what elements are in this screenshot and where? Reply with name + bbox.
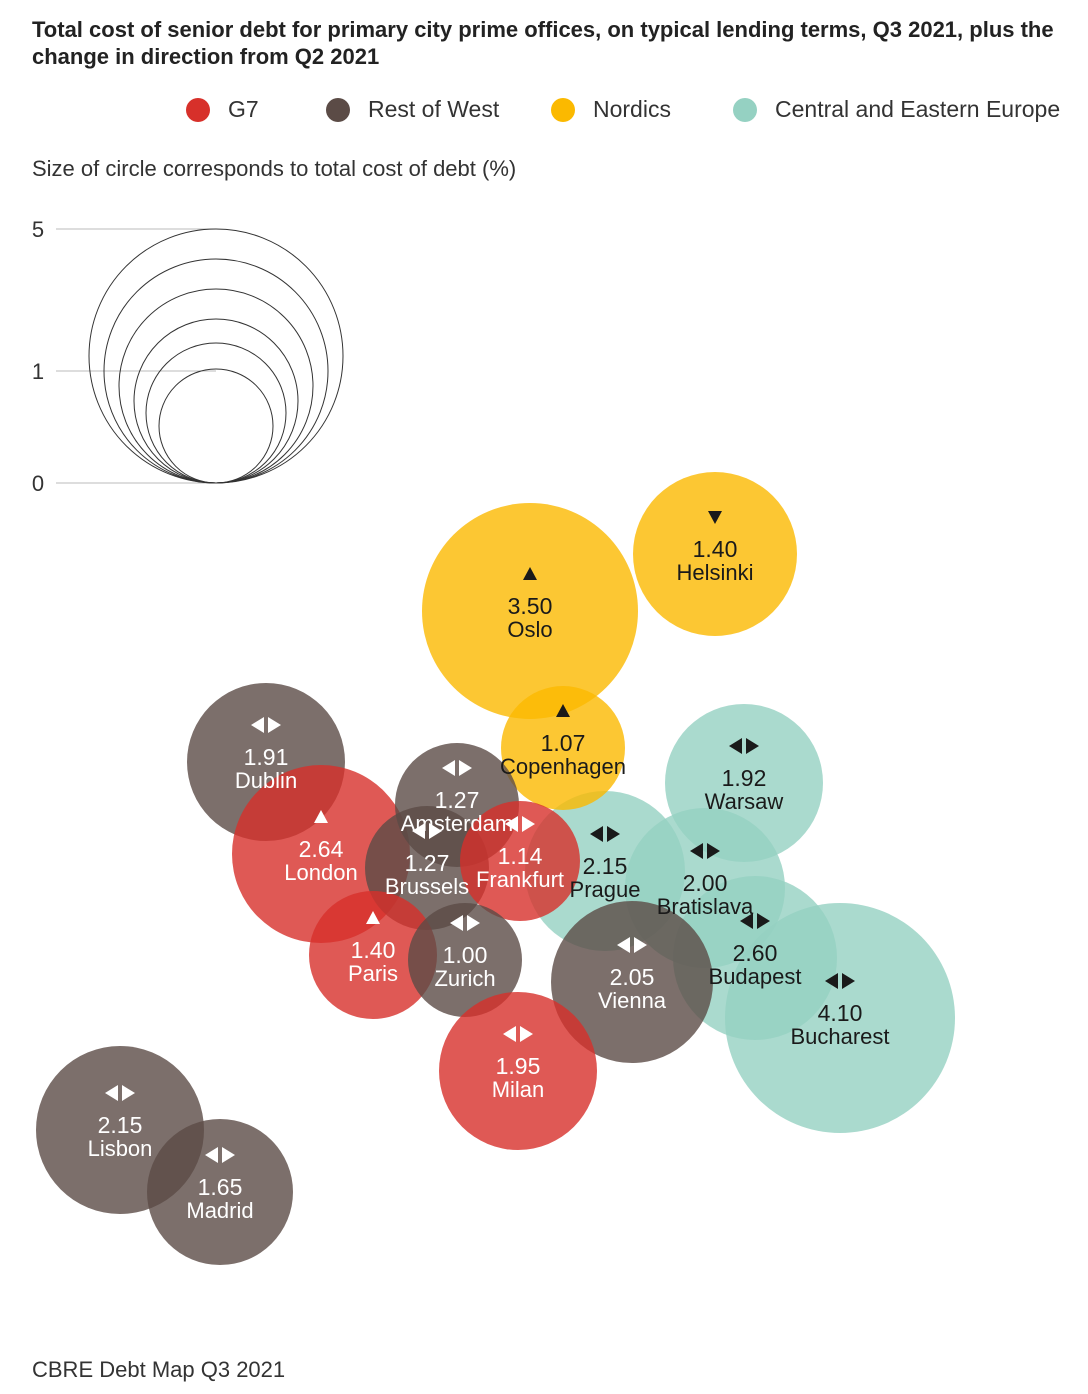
data-label-value: 1.65 <box>198 1174 243 1200</box>
scale-circle <box>145 342 287 484</box>
data-label-value: 2.00 <box>683 870 728 896</box>
arrow-unchanged-icon <box>505 816 535 832</box>
scale-circle <box>133 318 299 484</box>
legend-label: G7 <box>228 96 259 122</box>
legend-label: Rest of West <box>368 96 500 122</box>
data-label-city: Helsinki <box>676 560 753 585</box>
data-label-city: Madrid <box>186 1198 253 1223</box>
arrow-unchanged-icon <box>740 913 770 929</box>
legend-item-nordics: Nordics <box>551 96 671 123</box>
bubble-madrid <box>147 1119 293 1265</box>
data-label-value: 1.95 <box>496 1053 541 1079</box>
arrow-up-icon <box>523 567 537 580</box>
data-label-value: 2.05 <box>610 964 655 990</box>
legend-swatch <box>551 97 575 122</box>
data-label-value: 2.64 <box>299 836 344 862</box>
chart-title: Total cost of senior debt for primary ci… <box>32 17 1054 69</box>
bubble-paris <box>309 891 437 1019</box>
arrow-unchanged-icon <box>442 760 472 776</box>
data-label-city: Prague <box>570 877 641 902</box>
bubble-copenhagen <box>501 686 625 810</box>
data-label-city: London <box>284 860 357 885</box>
data-label-value: 2.15 <box>98 1112 143 1138</box>
arrow-unchanged-icon <box>105 1085 135 1101</box>
arrow-unchanged-icon <box>205 1147 235 1163</box>
bubble-frankfurt <box>460 801 580 921</box>
arrow-unchanged-icon <box>251 717 281 733</box>
bubbles: 3.50Oslo1.40Helsinki4.10Bucharest1.92War… <box>36 472 955 1265</box>
legend-swatch <box>733 97 757 122</box>
scale-tick-label: 5 <box>32 217 44 242</box>
legend-label: Central and Eastern Europe <box>775 96 1061 122</box>
data-label-city: Vienna <box>598 988 667 1013</box>
arrow-unchanged-icon <box>729 738 759 754</box>
data-label-city: Paris <box>348 961 398 986</box>
bubble-helsinki <box>633 472 797 636</box>
arrow-unchanged-icon <box>825 973 855 989</box>
arrow-unchanged-icon <box>617 937 647 953</box>
data-label-city: Oslo <box>507 617 552 642</box>
data-label-value: 1.40 <box>693 536 738 562</box>
data-label-city: Budapest <box>709 964 802 989</box>
bubble-vienna <box>551 901 713 1063</box>
legend-label: Nordics <box>593 96 671 122</box>
data-label-city: Frankfurt <box>476 867 564 892</box>
arrow-down-icon <box>708 511 722 524</box>
legend-item-cee: Central and Eastern Europe <box>733 96 1060 123</box>
arrow-unchanged-icon <box>450 915 480 931</box>
legend-item-rest-of-west: Rest of West <box>326 96 499 123</box>
bubble-oslo <box>422 503 638 719</box>
bubble-milan <box>439 992 597 1150</box>
arrow-up-icon <box>314 810 328 823</box>
data-label-value: 1.91 <box>244 744 289 770</box>
data-label-value: 1.07 <box>541 730 586 756</box>
legend-swatch <box>186 97 210 122</box>
data-label-value: 1.27 <box>405 850 450 876</box>
scale-tick-label: 0 <box>32 471 44 496</box>
legend-item-g7: G7 <box>186 96 259 123</box>
data-label-city: Bratislava <box>657 894 754 919</box>
data-label-city: Warsaw <box>705 789 784 814</box>
arrow-up-icon <box>556 704 570 717</box>
scale-circle <box>158 368 274 484</box>
data-label-city: Brussels <box>385 874 469 899</box>
data-label-city: Dublin <box>235 768 297 793</box>
data-label-value: 1.40 <box>351 937 396 963</box>
scale-circle <box>118 288 314 484</box>
source-note: CBRE Debt Map Q3 2021 <box>32 1357 286 1382</box>
data-label-city: Milan <box>492 1077 545 1102</box>
arrow-unchanged-icon <box>503 1026 533 1042</box>
data-label-city: Zurich <box>434 966 495 991</box>
arrow-unchanged-icon <box>412 823 442 839</box>
data-label-value: 1.92 <box>722 765 767 791</box>
scale-circle <box>88 228 344 484</box>
data-label-value: 1.14 <box>498 843 543 869</box>
data-label-value: 3.50 <box>508 593 553 619</box>
data-label-city: Lisbon <box>88 1136 153 1161</box>
legend: G7 Rest of West Nordics Central and East… <box>0 96 1088 126</box>
data-label-value: 1.27 <box>435 787 480 813</box>
arrow-up-icon <box>366 911 380 924</box>
data-label-value: 2.60 <box>733 940 778 966</box>
data-label-value: 2.15 <box>583 853 628 879</box>
data-label-city: Copenhagen <box>500 754 626 779</box>
size-note: Size of circle corresponds to total cost… <box>32 156 517 181</box>
bubble-zurich <box>408 903 522 1017</box>
legend-swatch <box>326 97 350 122</box>
data-label-value: 1.00 <box>443 942 488 968</box>
arrow-unchanged-icon <box>590 826 620 842</box>
size-scale: 5 1 0 <box>32 217 344 496</box>
arrow-unchanged-icon <box>690 843 720 859</box>
data-label-city: Bucharest <box>790 1024 889 1049</box>
data-label-value: 4.10 <box>818 1000 863 1026</box>
scale-tick-label: 1 <box>32 359 44 384</box>
